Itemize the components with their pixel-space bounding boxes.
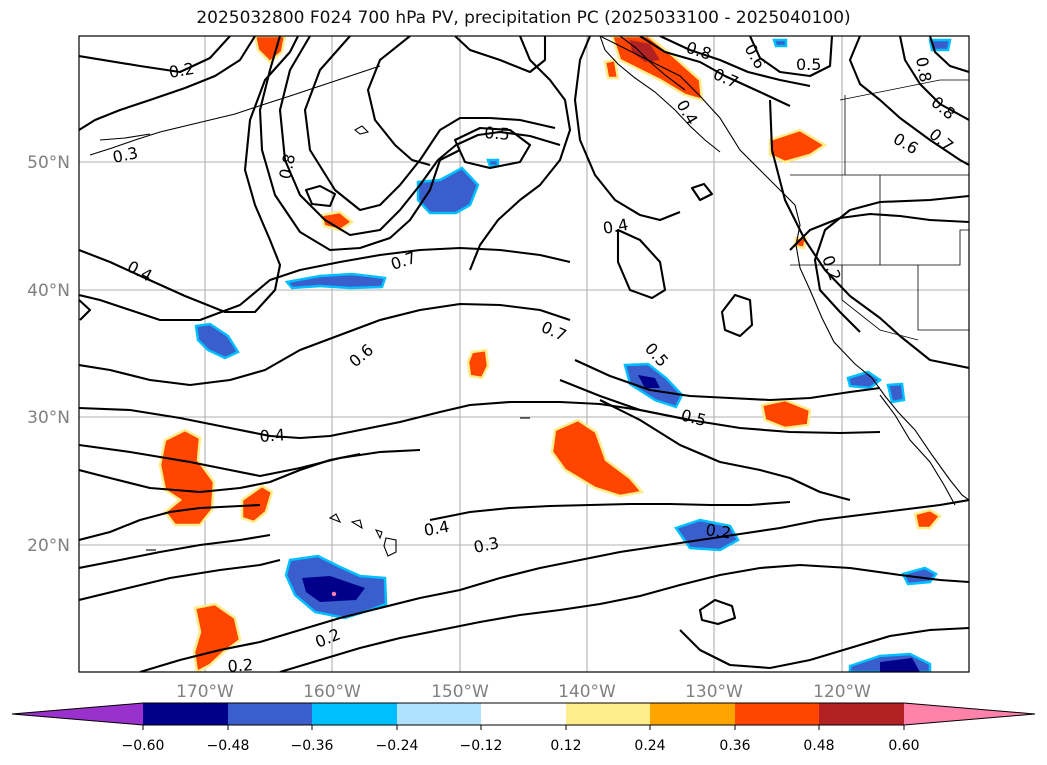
latitude-axis: 50°N 40°N 30°N 20°N: [27, 153, 70, 556]
latitude-label: 20°N: [27, 536, 70, 556]
contour-label: 0.8: [912, 55, 935, 83]
colorbar-tick-label: −0.36: [291, 738, 334, 754]
coastlines: [89, 36, 969, 557]
colorbar: −0.60 −0.48 −0.36 −0.24 −0.12 0.12 0.24 …: [11, 702, 1036, 754]
gridlines: [79, 36, 969, 672]
colorbar-tick-label: −0.48: [207, 738, 250, 754]
colorbar-segment: [735, 703, 819, 725]
latitude-label: 40°N: [27, 281, 70, 301]
contour-label: 0.2: [227, 655, 254, 676]
colorbar-segment: [566, 703, 650, 725]
colorbar-tick-label: 0.60: [888, 738, 919, 754]
map-border: [78, 35, 970, 673]
contour-label: 0.4: [601, 215, 629, 238]
contour-label: 0.2: [704, 520, 732, 542]
colorbar-extend-high: [904, 703, 1035, 725]
colorbar-segment: [819, 703, 904, 725]
colorbar-tick-label: 0.24: [634, 738, 665, 754]
contour-label: 0.8: [275, 152, 299, 181]
colorbar-tick-label: 0.12: [550, 738, 581, 754]
map-area: [79, 36, 969, 672]
contour-label: 0.2: [167, 59, 195, 82]
pv-contours: [79, 36, 969, 672]
contour-label: 0.4: [422, 517, 450, 540]
colorbar-tick-label: −0.60: [122, 738, 165, 754]
colorbar-segment: [481, 703, 566, 725]
colorbar-segment: [650, 703, 735, 725]
contour-label: 0.5: [484, 123, 511, 144]
colorbar-segment: [312, 703, 397, 725]
colorbar-segment: [228, 703, 312, 725]
colorbar-tick-label: 0.36: [719, 738, 750, 754]
colorbar-segment: [397, 703, 481, 725]
longitude-label: 130°W: [685, 682, 743, 702]
latitude-label: 50°N: [27, 153, 70, 173]
longitude-label: 150°W: [431, 682, 489, 702]
colorbar-segment: [143, 703, 228, 725]
contour-label: 0.3: [111, 143, 140, 167]
longitude-label: 160°W: [303, 682, 361, 702]
contour-label: 0.3: [472, 533, 501, 557]
colorbar-tick-label: −0.12: [460, 738, 503, 754]
map-title: 2025032800 F024 700 hPa PV, precipitatio…: [196, 8, 851, 28]
latitude-label: 30°N: [27, 408, 70, 428]
precip-negative-anomalies: [194, 38, 952, 672]
longitude-label: 170°W: [176, 682, 234, 702]
longitude-label: 140°W: [558, 682, 616, 702]
colorbar-tick-label: 0.48: [803, 738, 834, 754]
colorbar-extend-low: [12, 703, 143, 725]
longitude-label: 120°W: [813, 682, 871, 702]
contour-label: 0.4: [259, 425, 286, 446]
contour-label: 0.5: [796, 55, 821, 74]
longitude-axis: 170°W 160°W 150°W 140°W 130°W 120°W: [176, 682, 871, 702]
colorbar-tick-label: −0.24: [376, 738, 419, 754]
